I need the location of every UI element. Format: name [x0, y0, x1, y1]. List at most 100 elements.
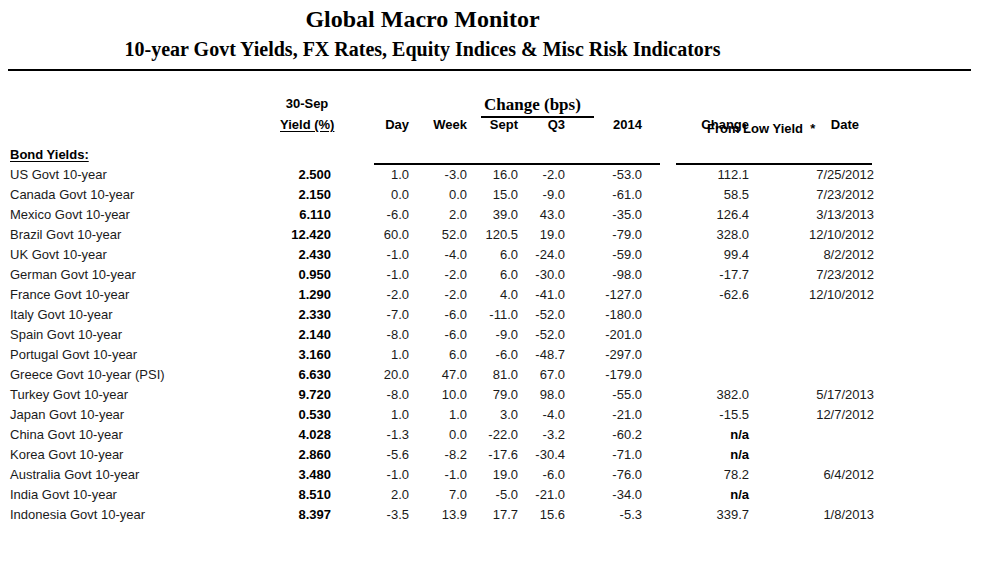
cell-yield: 6.110 — [280, 205, 334, 225]
table-row: Mexico Govt 10-year6.110-6.02.039.043.0-… — [0, 205, 981, 225]
cell-day-change: 20.0 — [334, 365, 412, 385]
global-macro-monitor-report: Global Macro Monitor 10-year Govt Yields… — [0, 0, 981, 561]
table-row: US Govt 10-year2.5001.0-3.016.0-2.0-53.0… — [0, 165, 981, 185]
from-low-columns-underline — [676, 163, 872, 165]
cell-from-low-date: 8/2/2012 — [752, 245, 877, 265]
cell-country: Mexico Govt 10-year — [0, 205, 280, 225]
cell-week-change: -8.2 — [412, 445, 470, 465]
cell-yield: 2.860 — [280, 445, 334, 465]
table-row: UK Govt 10-year2.430-1.0-4.06.0-24.0-59.… — [0, 245, 981, 265]
table-row: Korea Govt 10-year2.860-5.6-8.2-17.6-30.… — [0, 445, 981, 465]
cell-q3-change: -52.0 — [521, 325, 568, 345]
change-columns-underline — [374, 163, 660, 165]
cell-day-change: -7.0 — [334, 305, 412, 325]
cell-yield: 2.140 — [280, 325, 334, 345]
cell-q3-change: -4.0 — [521, 405, 568, 425]
header-divider — [8, 69, 971, 71]
cell-sept-change: 81.0 — [470, 365, 521, 385]
cell-day-change: -3.5 — [334, 505, 412, 525]
cell-day-change: -1.0 — [334, 245, 412, 265]
cell-q3-change: -30.0 — [521, 265, 568, 285]
report-header: Global Macro Monitor 10-year Govt Yields… — [0, 0, 845, 62]
cell-day-change: 1.0 — [334, 165, 412, 185]
cell-q3-change: -6.0 — [521, 465, 568, 485]
cell-day-change: -6.0 — [334, 205, 412, 225]
cell-week-change: -2.0 — [412, 265, 470, 285]
cell-from-low-date — [752, 325, 877, 345]
table-row: Greece Govt 10-year (PSI)6.63020.047.081… — [0, 365, 981, 385]
page-title: Global Macro Monitor — [0, 0, 845, 34]
cell-day-change: -5.6 — [334, 445, 412, 465]
cell-country: Korea Govt 10-year — [0, 445, 280, 465]
cell-sept-change: 79.0 — [470, 385, 521, 405]
cell-from-low-date — [752, 425, 877, 445]
cell-q3-change: 15.6 — [521, 505, 568, 525]
cell-2014-change: -60.2 — [568, 425, 645, 445]
cell-q3-change: -30.4 — [521, 445, 568, 465]
table-row: Australia Govt 10-year3.480-1.0-1.019.0-… — [0, 465, 981, 485]
table-row: Italy Govt 10-year2.330-7.0-6.0-11.0-52.… — [0, 305, 981, 325]
cell-2014-change: -180.0 — [568, 305, 645, 325]
cell-q3-change: -2.0 — [521, 165, 568, 185]
as-of-date-label: 30-Sep — [280, 95, 334, 113]
cell-week-change: 7.0 — [412, 485, 470, 505]
cell-2014-change: -21.0 — [568, 405, 645, 425]
cell-sept-change: 6.0 — [470, 265, 521, 285]
cell-country: Canada Govt 10-year — [0, 185, 280, 205]
cell-day-change: -2.0 — [334, 285, 412, 305]
cell-country: Greece Govt 10-year (PSI) — [0, 365, 280, 385]
cell-country: Brazil Govt 10-year — [0, 225, 280, 245]
cell-sept-change: -17.6 — [470, 445, 521, 465]
cell-day-change: -1.0 — [334, 265, 412, 285]
cell-2014-change: -34.0 — [568, 485, 645, 505]
cell-from-low-date: 7/23/2012 — [752, 185, 877, 205]
cell-country: Portugal Govt 10-year — [0, 345, 280, 365]
cell-sept-change: 4.0 — [470, 285, 521, 305]
cell-yield: 8.510 — [280, 485, 334, 505]
cell-from-low-change: 328.0 — [645, 225, 752, 245]
cell-sept-change: -6.0 — [470, 345, 521, 365]
section-header-row: Bond Yields: — [0, 145, 981, 165]
cell-week-change: 10.0 — [412, 385, 470, 405]
cell-week-change: -6.0 — [412, 305, 470, 325]
cell-from-low-date: 7/23/2012 — [752, 265, 877, 285]
from-low-yield-group-header: From Low Yield * — [707, 121, 815, 136]
cell-week-change: -1.0 — [412, 465, 470, 485]
cell-yield: 4.028 — [280, 425, 334, 445]
cell-from-low-date: 12/10/2012 — [752, 225, 877, 245]
cell-day-change: -1.3 — [334, 425, 412, 445]
cell-from-low-date — [752, 305, 877, 325]
cell-yield: 1.290 — [280, 285, 334, 305]
cell-yield: 2.150 — [280, 185, 334, 205]
cell-country: Australia Govt 10-year — [0, 465, 280, 485]
cell-2014-change: -98.0 — [568, 265, 645, 285]
cell-2014-change: -79.0 — [568, 225, 645, 245]
cell-yield: 0.950 — [280, 265, 334, 285]
cell-q3-change: -21.0 — [521, 485, 568, 505]
cell-from-low-date: 7/25/2012 — [752, 165, 877, 185]
table-row: Japan Govt 10-year0.5301.01.03.0-4.0-21.… — [0, 405, 981, 425]
cell-from-low-change — [645, 345, 752, 365]
cell-day-change: 2.0 — [334, 485, 412, 505]
cell-from-low-date — [752, 485, 877, 505]
cell-country: US Govt 10-year — [0, 165, 280, 185]
cell-country: Spain Govt 10-year — [0, 325, 280, 345]
cell-2014-change: -53.0 — [568, 165, 645, 185]
cell-week-change: 2.0 — [412, 205, 470, 225]
cell-yield: 9.720 — [280, 385, 334, 405]
table-row: China Govt 10-year4.028-1.30.0-22.0-3.2-… — [0, 425, 981, 445]
cell-day-change: -1.0 — [334, 465, 412, 485]
table-row: Brazil Govt 10-year12.42060.052.0120.519… — [0, 225, 981, 245]
cell-yield: 8.397 — [280, 505, 334, 525]
table-row: India Govt 10-year8.5102.07.0-5.0-21.0-3… — [0, 485, 981, 505]
cell-from-low-date — [752, 445, 877, 465]
column-header-day: Day — [334, 113, 412, 137]
cell-country: Turkey Govt 10-year — [0, 385, 280, 405]
cell-from-low-change: 126.4 — [645, 205, 752, 225]
cell-from-low-change: 339.7 — [645, 505, 752, 525]
cell-yield: 6.630 — [280, 365, 334, 385]
table-body: US Govt 10-year2.5001.0-3.016.0-2.0-53.0… — [0, 165, 981, 525]
cell-week-change: -6.0 — [412, 325, 470, 345]
cell-from-low-change — [645, 305, 752, 325]
cell-q3-change: -3.2 — [521, 425, 568, 445]
